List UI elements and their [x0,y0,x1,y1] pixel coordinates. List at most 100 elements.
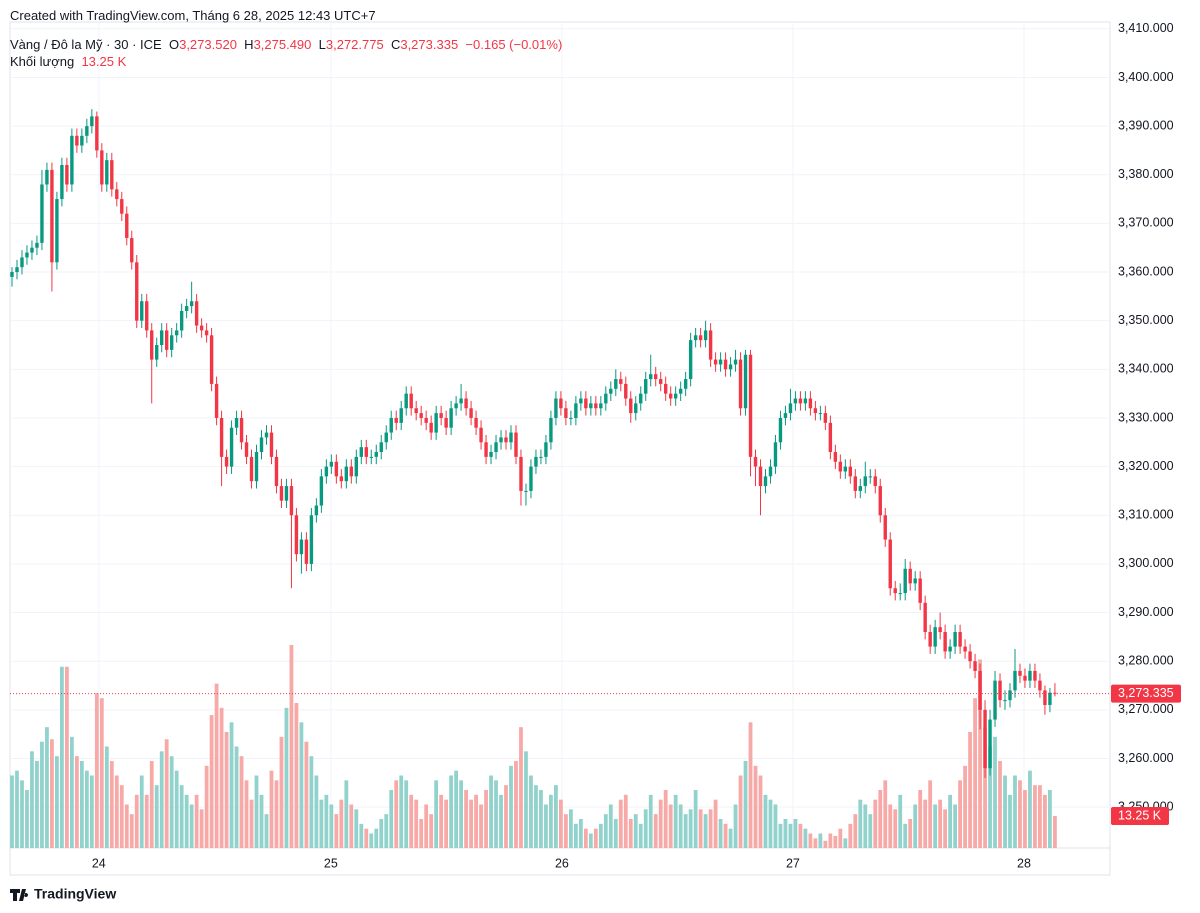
x-tick-label: 26 [555,856,569,870]
candle-body [489,452,493,457]
candle-body [838,461,843,472]
volume-bar [968,732,972,848]
candle-body [923,602,927,633]
y-tick-label: 3,300.000 [1118,556,1174,570]
candle-body [259,437,264,453]
l-value: 3,272.775 [325,37,384,52]
y-tick-label: 3,320.000 [1118,459,1174,473]
volume-bar [733,804,738,848]
candle-body [204,330,209,336]
volume-bar [84,770,89,848]
volume-bar [693,790,698,848]
h-label: H [244,37,254,52]
candle-body [369,456,373,458]
volume-bar [294,703,299,848]
volume-bar [928,780,933,848]
volume-bar [69,736,74,848]
candle-body [174,330,179,336]
y-tick-label: 3,360.000 [1118,264,1174,278]
candle-body [409,393,413,409]
candle-body [50,169,54,263]
volume-bar [279,736,284,848]
volume-bar [963,765,967,848]
candle-body [374,452,378,457]
volume-bar [943,809,948,848]
candle-body [604,393,608,404]
candle-body [938,627,942,633]
candle-body [703,330,708,341]
volume-bar [479,804,483,848]
x-tick-label: 27 [786,856,800,870]
y-tick-label: 3,410.000 [1118,21,1174,35]
volume-bar [394,780,399,848]
o-label: O [168,37,180,52]
candle-body [214,383,219,418]
volume-bar [379,819,384,848]
candle-body [150,330,154,360]
volume-bar [753,765,758,848]
volume-bar [843,838,848,848]
volume-bar [883,780,888,848]
volume-bar [773,804,778,848]
candle-body [549,417,553,443]
volume-bar [618,799,623,848]
volume-bar [903,823,908,848]
candle-body [968,651,972,662]
candle-body [858,486,862,491]
candle-body [130,237,134,263]
candle-body [993,680,997,720]
volume-bar [509,765,513,848]
candle-body [933,627,937,647]
candle-body [529,466,533,491]
volume-bar [998,761,1002,848]
volume-bar [873,799,878,848]
volume-bar [254,775,259,848]
volume-bar [683,814,688,848]
candle-body [294,515,299,555]
volume-bar [324,794,329,848]
volume-bar [713,799,718,848]
candle-body [1008,690,1012,701]
candle-body [399,408,403,423]
volume-bar [838,828,843,848]
volume-bar [638,823,643,848]
candle-body [708,330,713,360]
candle-body [673,393,678,399]
candle-body [738,359,743,409]
candle-body [878,486,882,516]
candle-body [808,398,813,409]
candle-body [434,413,438,433]
volume-bar [344,780,349,848]
volume-bar [244,780,249,848]
volume-bar [389,790,394,848]
candle-body [574,403,578,418]
y-tick-label: 3,380.000 [1118,167,1174,181]
volume-bar [514,761,518,848]
candle-body [564,408,568,418]
candle-body [100,150,104,185]
volume-bar [648,794,653,848]
candle-body [963,646,967,652]
candle-body [943,632,947,652]
volume-bar [628,819,633,848]
volume-value: 13.25 K [81,54,127,69]
candle-body [519,456,523,491]
grid [10,22,1110,848]
candle-body [499,437,503,443]
candle-body [60,165,64,200]
candle-body [514,432,518,457]
candle-body [903,568,907,594]
candle-body [404,393,408,409]
volume-bar [913,804,918,848]
candle-body [444,417,448,428]
volume-bar [199,809,204,848]
candle-body [239,417,244,443]
candle-body [928,632,932,647]
candle-body [728,364,733,370]
volume-bar [563,814,568,848]
volume-bar [399,775,404,848]
volume-name: Khối lượng [10,54,75,69]
volume-bar [598,823,603,848]
